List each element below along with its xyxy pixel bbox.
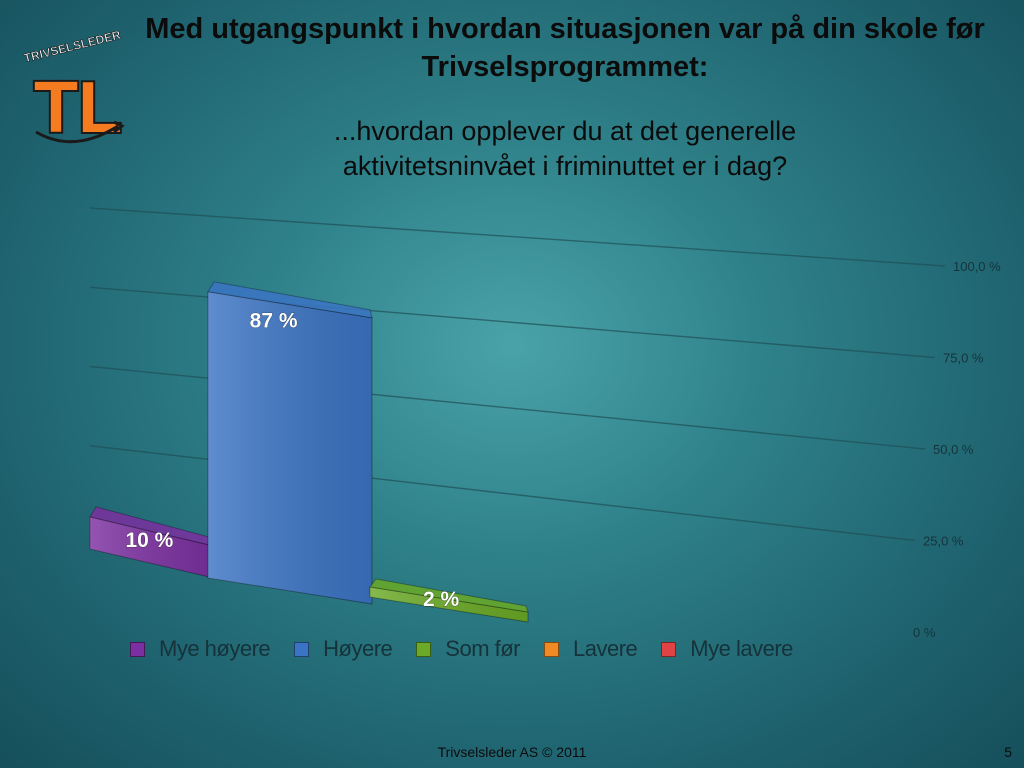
legend-label: Mye høyere <box>159 636 271 661</box>
legend-label: Mye lavere <box>690 636 793 661</box>
y-tick-label: 25,0 % <box>923 534 964 549</box>
bar-data-label: 87 % <box>250 310 298 333</box>
legend-swatch <box>294 641 310 657</box>
chart-legend: Mye høyere Høyere Som før Lavere Mye lav… <box>130 636 817 662</box>
legend-item: Mye lavere <box>661 636 793 662</box>
legend-swatch <box>544 641 560 657</box>
bar-shading <box>208 291 372 604</box>
legend-item: Høyere <box>294 636 393 662</box>
y-tick-label: 75,0 % <box>943 351 984 366</box>
bar-top <box>207 281 373 319</box>
trivselsleder-logo: TRIVSELSLEDER TL <box>22 27 125 150</box>
bar-shading <box>370 587 528 622</box>
legend-label: Som før <box>445 636 521 661</box>
bar-shading <box>90 516 222 580</box>
legend-item: Som før <box>416 636 521 662</box>
legend-label: Høyere <box>323 636 393 661</box>
bar-data-label: 10 % <box>125 529 173 552</box>
legend-label: Lavere <box>573 636 638 661</box>
legend-item: Lavere <box>544 636 638 662</box>
slide-subtitle: ...hvordan opplever du at det generelle … <box>333 116 797 181</box>
page-number: 5 <box>1004 744 1012 760</box>
slide-footer: Trivselsleder AS © 2011 <box>437 744 587 760</box>
legend-item: Mye høyere <box>130 636 271 662</box>
legend-swatch <box>416 641 432 657</box>
y-tick-label: 50,0 % <box>933 442 974 457</box>
bar-data-label: 2 % <box>423 588 460 611</box>
y-tick-label: 0 % <box>913 625 936 640</box>
legend-swatch <box>130 641 145 657</box>
legend-swatch <box>661 641 677 657</box>
y-tick-label: 100,0 % <box>953 259 1001 274</box>
bar-top <box>369 578 529 613</box>
gridline <box>89 207 946 267</box>
slide-title: Med utgangspunkt i hvordan situasjonen v… <box>145 13 985 83</box>
